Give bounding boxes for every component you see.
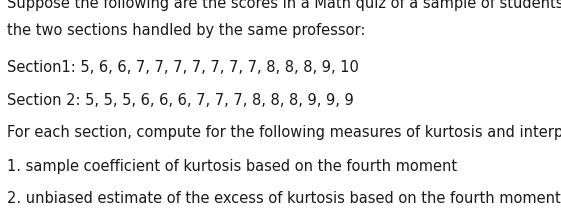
Text: 2. unbiased estimate of the excess of kurtosis based on the fourth moment: 2. unbiased estimate of the excess of ku… xyxy=(7,191,561,206)
Text: Suppose the following are the scores in a Math quiz of a sample of students from: Suppose the following are the scores in … xyxy=(7,0,561,11)
Text: For each section, compute for the following measures of kurtosis and interpret:: For each section, compute for the follow… xyxy=(7,125,561,140)
Text: Section1: 5, 6, 6, 7, 7, 7, 7, 7, 7, 7, 8, 8, 8, 9, 10: Section1: 5, 6, 6, 7, 7, 7, 7, 7, 7, 7, … xyxy=(7,60,359,75)
Text: the two sections handled by the same professor:: the two sections handled by the same pro… xyxy=(7,23,366,38)
Text: Section 2: 5, 5, 5, 6, 6, 6, 7, 7, 7, 8, 8, 8, 9, 9, 9: Section 2: 5, 5, 5, 6, 6, 6, 7, 7, 7, 8,… xyxy=(7,93,354,108)
Text: 1. sample coefficient of kurtosis based on the fourth moment: 1. sample coefficient of kurtosis based … xyxy=(7,159,457,174)
